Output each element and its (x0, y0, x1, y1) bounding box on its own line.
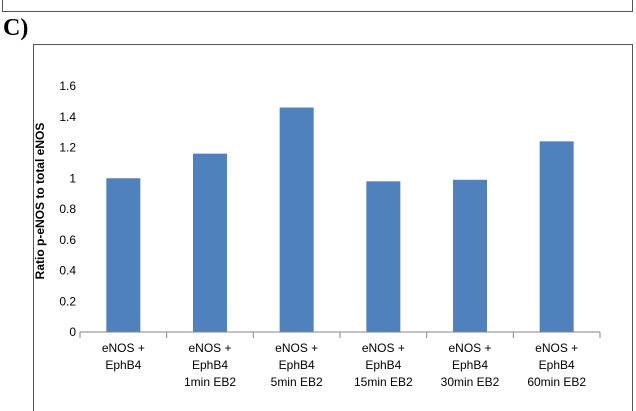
y-tick-label: 0.6 (59, 233, 76, 247)
x-tick-label: eNOS + EphB4 5min EB2 (271, 341, 323, 389)
bar (366, 181, 401, 332)
x-tick-label: eNOS + EphB4 30min EB2 (441, 341, 500, 389)
chart-frame (33, 44, 633, 411)
bar (106, 178, 141, 332)
x-axis-labels: eNOS + EphB4 eNOS + EphB4 1min EB2 eNOS + EphB… (102, 341, 587, 389)
bar (193, 153, 227, 332)
x-axis (79, 331, 601, 338)
y-axis-label: Ratio p-eNOS to total eNOS (33, 123, 47, 280)
x-tick-label: eNOS + EphB4 15min EB2 (354, 341, 413, 389)
y-axis-ticks: 0 0.2 0.4 0.6 0.8 1 1.2 1.4 1.6 (59, 79, 76, 339)
panel-label: C) (3, 15, 29, 41)
y-tick-label: 0.4 (59, 264, 76, 278)
y-tick-label: 1.6 (59, 79, 76, 93)
bar (279, 107, 314, 333)
x-tick-label: eNOS + EphB4 60min EB2 (527, 341, 586, 389)
bar (453, 179, 487, 332)
y-tick-label: 0 (69, 325, 76, 339)
bar (539, 141, 574, 332)
y-tick-label: 0.8 (59, 202, 76, 216)
y-tick-label: 0.2 (59, 294, 76, 308)
x-tick-label: eNOS + EphB4 (102, 341, 145, 372)
bars (106, 107, 574, 333)
y-tick-label: 1 (69, 171, 76, 185)
y-tick-label: 1.2 (59, 141, 76, 155)
x-tick-label: eNOS + EphB4 1min EB2 (184, 341, 236, 389)
previous-panel-frame (2, 0, 633, 12)
y-tick-label: 1.4 (59, 110, 76, 124)
